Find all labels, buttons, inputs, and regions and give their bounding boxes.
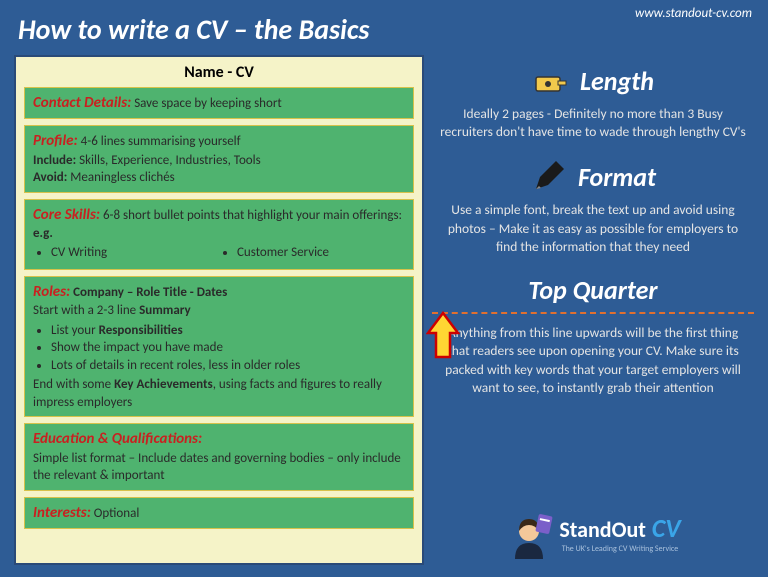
tip-heading-length: Length [438, 63, 748, 99]
roles-sub: Company – Role Title - Dates [70, 285, 227, 300]
bullet: Lots of details in recent roles, less in… [51, 357, 405, 375]
bullet: Show the impact you have made [51, 339, 405, 357]
line: End with some [33, 377, 114, 392]
bullet: List your Responsibilities [51, 322, 405, 340]
eg: e.g. [33, 226, 53, 241]
section-text: 6-8 short bullet points that highlight y… [100, 208, 402, 223]
section-text: 4-6 lines summarising yourself [78, 134, 241, 149]
section-core-skills: Core Skills: 6-8 short bullet points tha… [24, 199, 414, 270]
avoid-label: Avoid: [33, 170, 67, 185]
bold: Summary [139, 303, 191, 318]
section-text: Save space by keeping short [131, 96, 282, 111]
bullet: CV Writing [51, 244, 219, 262]
section-roles: Roles: Company – Role Title - Dates Star… [24, 276, 414, 418]
tips-panel: Length Ideally 2 pages - Definitely no m… [432, 55, 754, 565]
section-text: Simple list format – Include dates and g… [33, 451, 401, 484]
section-interests: Interests: Optional [24, 497, 414, 529]
section-title: Education & Qualifications: [33, 430, 202, 448]
section-contact: Contact Details: Save space by keeping s… [24, 87, 414, 119]
bold: Key Achievements [114, 377, 213, 392]
section-profile: Profile: 4-6 lines summarising yourself … [24, 125, 414, 192]
logo-tagline: The UK's Leading CV Writing Service [559, 544, 680, 554]
cv-template-panel: Name - CV Contact Details: Save space by… [14, 55, 424, 565]
section-education: Education & Qualifications: Simple list … [24, 423, 414, 490]
avoid-text: Meaningless clichés [67, 170, 174, 185]
up-arrow-icon [426, 311, 460, 361]
cv-header: Name - CV [24, 63, 414, 82]
section-title: Interests: [33, 504, 91, 522]
tip-text: Anything from this line upwards will be … [438, 324, 748, 397]
section-title: Core Skills: [33, 206, 100, 224]
infographic-page: www.standout-cv.com How to write a CV – … [0, 0, 768, 577]
tip-heading-format: Format [438, 159, 748, 195]
section-title: Profile: [33, 132, 78, 150]
content-row: Name - CV Contact Details: Save space by… [14, 55, 754, 565]
dashed-line [432, 312, 754, 314]
mascot-icon [505, 507, 553, 559]
section-text: Optional [91, 506, 139, 521]
logo-text: StandOut CV The UK's Leading CV Writing … [559, 512, 680, 554]
tip-text: Use a simple font, break the text up and… [438, 201, 748, 256]
website-url: www.standout-cv.com [635, 6, 752, 21]
section-title: Contact Details: [33, 94, 131, 112]
tape-measure-icon [532, 63, 568, 99]
include-text: Skills, Experience, Industries, Tools [76, 153, 261, 168]
bullet: Customer Service [237, 244, 405, 262]
tip-text: Ideally 2 pages - Definitely no more tha… [438, 105, 748, 141]
section-title: Roles: [33, 283, 70, 301]
brand-logo: StandOut CV The UK's Leading CV Writing … [432, 507, 754, 559]
pen-icon [530, 159, 566, 195]
include-label: Include: [33, 153, 76, 168]
tip-heading-top-quarter: Top Quarter [438, 274, 748, 306]
line: Start with a 2-3 line [33, 303, 139, 318]
